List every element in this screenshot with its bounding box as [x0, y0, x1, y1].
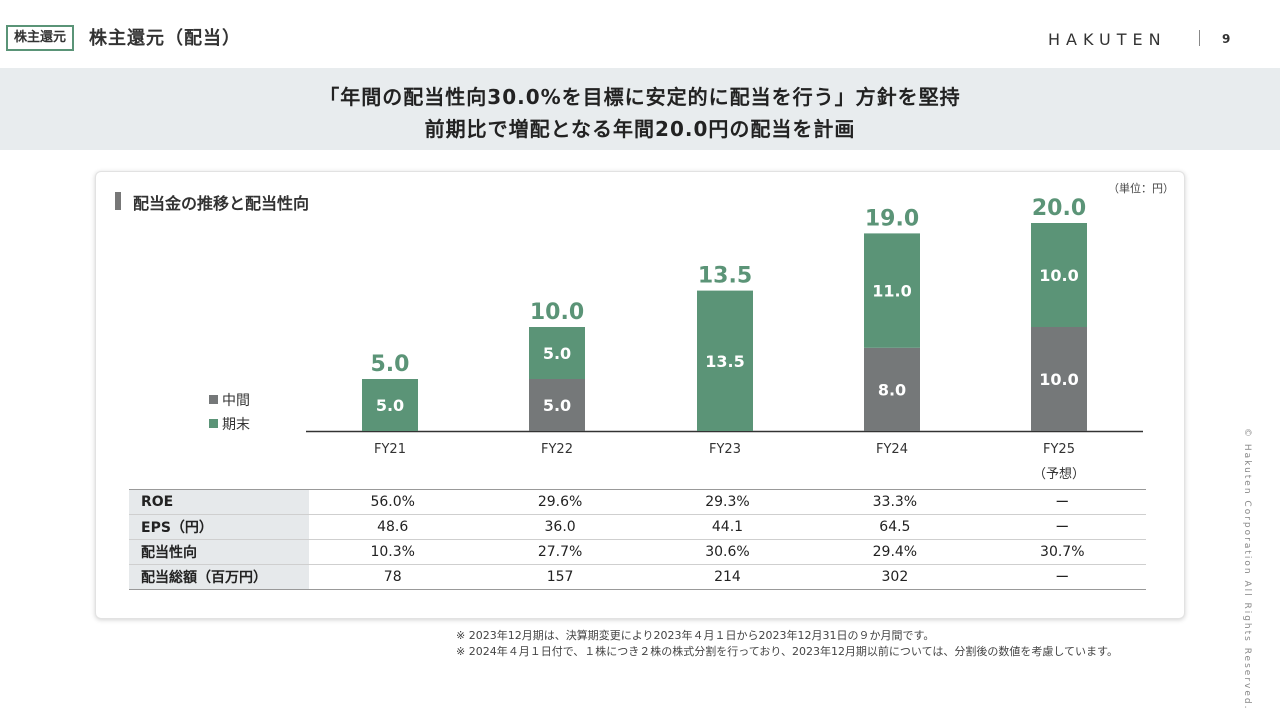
bar-segment-interim-fy22	[529, 379, 585, 431]
total-label: 13.5	[698, 264, 752, 289]
table-cell: 302	[811, 564, 979, 590]
table-cell: 30.7%	[978, 539, 1146, 565]
table-cell: 30.6%	[643, 539, 812, 565]
segment-label: 5.0	[543, 344, 571, 363]
row-header: 配当総額（百万円）	[129, 564, 309, 590]
segment-label: 11.0	[872, 282, 911, 301]
bar-segment-year-end-fy24	[864, 233, 920, 348]
table-cell: 36.0	[476, 514, 644, 540]
row-header: EPS（円）	[129, 514, 309, 540]
bar-segment-year-end-fy21	[362, 379, 418, 431]
x-tick-sublabel: （予想）	[1033, 466, 1085, 482]
table-row: ROE 56.0% 29.6% 29.3% 33.3% ー	[129, 489, 1146, 515]
table-cell: 78	[309, 564, 477, 590]
section-tag: 株主還元	[6, 25, 75, 51]
chart-title: 配当金の推移と配当性向	[133, 194, 310, 213]
table-cell: 44.1	[643, 514, 812, 540]
x-tick-label: FY21	[374, 442, 406, 457]
segment-label: 5.0	[543, 396, 571, 415]
table-cell: ー	[978, 489, 1146, 515]
row-header: ROE	[129, 489, 309, 515]
bar-segment-year-end-fy25	[1031, 223, 1087, 327]
headline-line-2: 前期比で増配となる年間20.0円の配当を計画	[424, 117, 856, 141]
legend-swatch-year-end	[209, 419, 218, 428]
x-tick-label: FY24	[876, 442, 908, 457]
company-logo: HAKUTEN	[1048, 30, 1167, 49]
table-cell: 56.0%	[309, 489, 477, 515]
chart-title-marker	[115, 192, 121, 210]
footnote-1: ※ 2023年12月期は、決算期変更により2023年４月１日から2023年12月…	[456, 629, 935, 642]
total-label: 19.0	[865, 206, 919, 231]
table-cell: 29.6%	[476, 489, 644, 515]
table-cell: ー	[978, 564, 1146, 590]
table-row: EPS（円） 48.6 36.0 44.1 64.5 ー	[129, 514, 1146, 540]
table-cell: ー	[978, 514, 1146, 540]
x-tick-label: FY23	[709, 442, 741, 457]
bar-segment-year-end-fy23	[697, 290, 753, 431]
x-tick-label: FY25	[1043, 442, 1075, 457]
headline-banner: 「年間の配当性向30.0%を目標に安定的に配当を行う」方針を堅持 前期比で増配と…	[0, 68, 1280, 150]
page-title: 株主還元（配当）	[89, 28, 241, 49]
legend-label-year-end: 期末	[222, 417, 250, 433]
segment-label: 5.0	[376, 396, 404, 415]
total-label: 5.0	[371, 352, 410, 377]
table-cell: 29.3%	[643, 489, 812, 515]
table-cell: 29.4%	[811, 539, 979, 565]
row-header: 配当性向	[129, 539, 309, 565]
bar-segment-interim-fy24	[864, 347, 920, 431]
metrics-table: ROE 56.0% 29.6% 29.3% 33.3% ー EPS（円） 48.6 36.0 44…	[129, 489, 1146, 590]
bar-segment-year-end-fy22	[529, 327, 585, 379]
bar-segment-interim-fy25	[1031, 327, 1087, 431]
segment-label: 10.0	[1039, 370, 1078, 389]
table-cell: 10.3%	[309, 539, 477, 565]
table-row: 配当性向 10.3% 27.7% 30.6% 29.4% 30.7%	[129, 539, 1146, 565]
unit-note: （単位：円）	[1108, 182, 1174, 195]
page-number: 9	[1222, 32, 1231, 46]
segment-label: 10.0	[1039, 266, 1078, 285]
segment-label: 13.5	[705, 352, 744, 371]
total-label: 10.0	[530, 300, 584, 325]
legend-label-interim: 中間	[222, 393, 250, 409]
table-cell: 157	[476, 564, 644, 590]
header-divider	[1199, 30, 1200, 46]
table-cell: 48.6	[309, 514, 477, 540]
copyright-notice: © Hakuten Corporation All Rights Reserve…	[1242, 428, 1252, 711]
legend-swatch-interim	[209, 395, 218, 404]
table-cell: 33.3%	[811, 489, 979, 515]
total-label: 20.0	[1032, 196, 1086, 221]
table-cell: 214	[643, 564, 812, 590]
x-tick-label: FY22	[541, 442, 573, 457]
legend-item-interim: 中間	[209, 390, 250, 410]
table-cell: 64.5	[811, 514, 979, 540]
segment-label: 8.0	[878, 380, 906, 399]
table-cell: 27.7%	[476, 539, 644, 565]
table-row: 配当総額（百万円） 78 157 214 302 ー	[129, 564, 1146, 590]
legend-item-year-end: 期末	[209, 414, 250, 434]
headline-line-1: 「年間の配当性向30.0%を目標に安定的に配当を行う」方針を堅持	[319, 85, 961, 109]
footnote-2: ※ 2024年４月１日付で、１株につき２株の株式分割を行っており、2023年12…	[456, 645, 1118, 658]
